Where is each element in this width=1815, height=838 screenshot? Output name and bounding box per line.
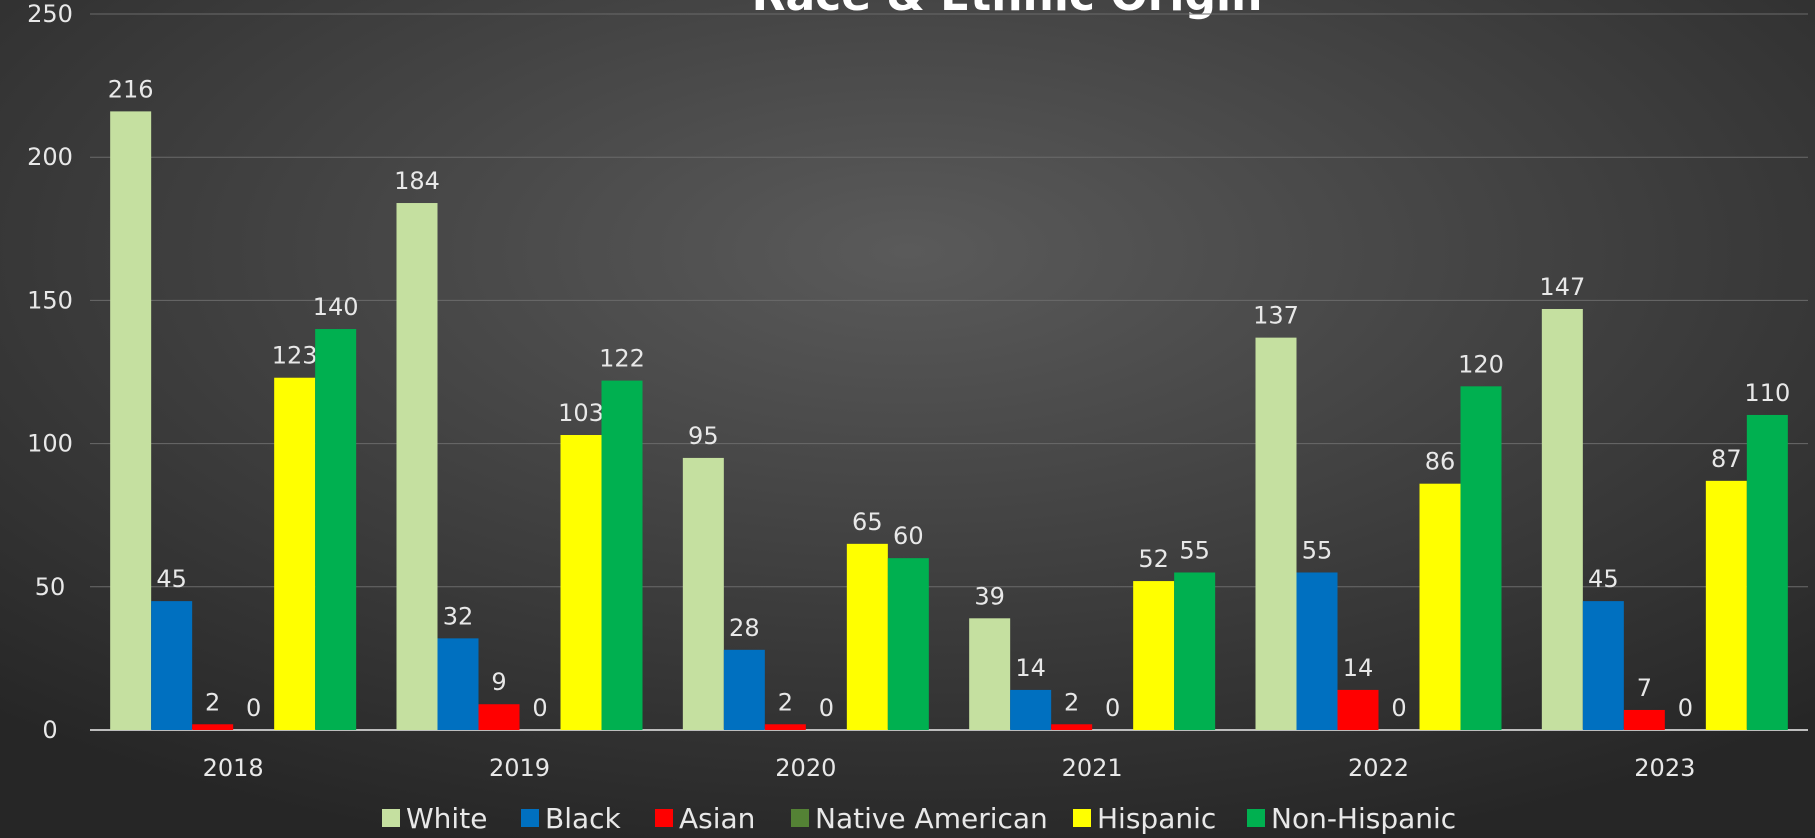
data-label: 52 [1138, 545, 1169, 573]
data-label: 2 [1064, 688, 1079, 716]
bar [846, 543, 888, 730]
legend-label: White [406, 802, 487, 835]
data-label: 9 [491, 668, 506, 696]
data-label: 60 [893, 522, 924, 550]
bar [396, 203, 438, 731]
y-tick-label: 100 [27, 430, 73, 458]
legend-label: Black [545, 802, 622, 835]
legend-swatch [1073, 809, 1091, 827]
bar [437, 638, 479, 730]
data-label: 2 [205, 688, 220, 716]
bar [887, 558, 929, 730]
bar [1705, 480, 1747, 730]
bar [478, 704, 520, 730]
data-label: 0 [532, 694, 547, 722]
bar [601, 380, 643, 730]
y-tick-label: 250 [27, 0, 73, 28]
bar [560, 435, 602, 730]
data-label: 28 [729, 614, 760, 642]
bar [723, 649, 765, 730]
bar [1255, 337, 1297, 730]
y-tick-label: 150 [27, 286, 73, 314]
bar [1296, 572, 1338, 730]
legend-label: Native American [815, 802, 1048, 835]
bar [1419, 483, 1461, 730]
x-tick-label: 2022 [1348, 754, 1409, 782]
x-tick-label: 2018 [203, 754, 264, 782]
x-tick-label: 2019 [489, 754, 550, 782]
data-label: 123 [272, 342, 318, 370]
data-label: 87 [1711, 445, 1742, 473]
data-label: 55 [1179, 536, 1210, 564]
data-label: 39 [974, 582, 1005, 610]
chart-title: Race & Ethnic Origin [752, 0, 1263, 21]
bar [1623, 709, 1665, 730]
data-label: 110 [1744, 379, 1790, 407]
data-label: 95 [688, 422, 719, 450]
bar [1051, 724, 1093, 730]
bar [315, 329, 357, 730]
legend-swatch [655, 809, 673, 827]
data-label: 120 [1458, 350, 1504, 378]
bar [1174, 572, 1216, 730]
data-label: 137 [1253, 302, 1299, 330]
data-label: 140 [313, 293, 359, 321]
bar [1337, 689, 1379, 730]
bar [1460, 386, 1502, 730]
bar [969, 618, 1011, 730]
legend-label: Non-Hispanic [1271, 802, 1456, 835]
data-label: 0 [1105, 694, 1120, 722]
bar [682, 457, 724, 730]
bar [110, 111, 152, 731]
bar [1746, 414, 1788, 730]
bar [274, 377, 316, 730]
y-tick-label: 0 [42, 716, 57, 744]
legend-swatch [1247, 809, 1265, 827]
legend-label: Hispanic [1097, 802, 1216, 835]
data-label: 103 [558, 399, 604, 427]
data-label: 7 [1637, 674, 1652, 702]
x-tick-label: 2023 [1634, 754, 1695, 782]
data-label: 86 [1425, 448, 1456, 476]
data-label: 0 [1678, 694, 1693, 722]
data-label: 14 [1015, 654, 1046, 682]
y-tick-label: 50 [35, 573, 66, 601]
data-label: 0 [246, 694, 261, 722]
data-label: 45 [156, 565, 187, 593]
legend-label: Asian [679, 802, 755, 835]
bar [1133, 581, 1175, 730]
bar [764, 724, 806, 730]
x-tick-label: 2021 [1062, 754, 1123, 782]
data-label: 65 [852, 508, 883, 536]
data-label: 122 [599, 345, 645, 373]
data-label: 32 [443, 602, 474, 630]
data-label: 0 [819, 694, 834, 722]
bar [1541, 308, 1583, 730]
data-label: 2 [778, 688, 793, 716]
data-label: 184 [394, 167, 440, 195]
data-label: 14 [1343, 654, 1374, 682]
data-label: 0 [1391, 694, 1406, 722]
data-label: 147 [1539, 273, 1585, 301]
data-label: 216 [108, 75, 154, 103]
legend-swatch [521, 809, 539, 827]
bar [151, 601, 193, 730]
legend-swatch [382, 809, 400, 827]
legend-swatch [791, 809, 809, 827]
bar [192, 724, 234, 730]
bar [1582, 601, 1624, 730]
bar [1010, 689, 1052, 730]
data-label: 55 [1302, 536, 1333, 564]
x-tick-label: 2020 [775, 754, 836, 782]
data-label: 45 [1588, 565, 1619, 593]
y-tick-label: 200 [27, 143, 73, 171]
